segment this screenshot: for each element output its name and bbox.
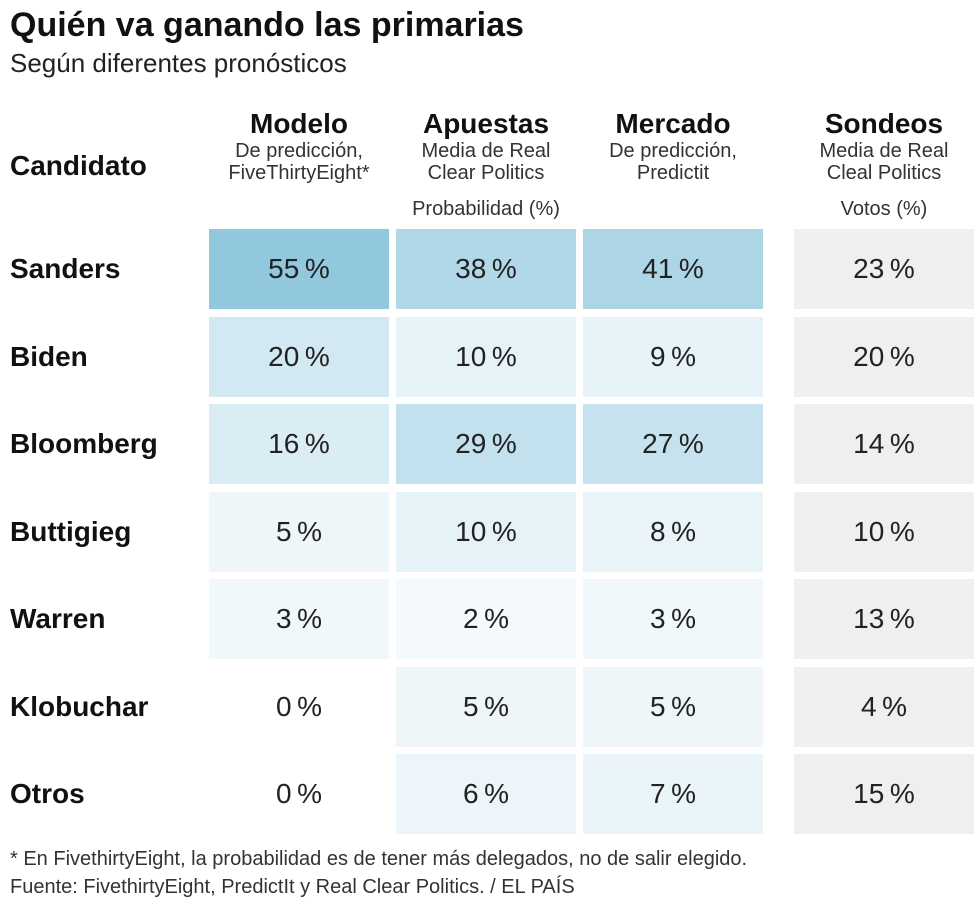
candidate-label-sanders: Sanders — [10, 253, 121, 284]
cell-modelo-klobuchar: 0 % — [209, 666, 389, 747]
cell-sondeos-otros: 15 % — [794, 754, 974, 834]
cell-mercado-otros: 7 % — [583, 754, 763, 834]
cell-sondeos-sanders: 23 % — [794, 229, 974, 309]
cell-apuestas-bloomberg: 29 % — [396, 404, 576, 484]
cell-modelo-sanders: 55 % — [209, 229, 389, 309]
cell-apuestas-buttigieg: 10 % — [396, 491, 576, 572]
source-note: Fuente: FivethirtyEight, PredictIt y Rea… — [10, 876, 575, 898]
column-title: Apuestas — [422, 108, 550, 139]
cell-modelo-biden: 20 % — [209, 316, 389, 397]
cell-sondeos-biden: 20 % — [794, 316, 974, 397]
column-header-mercado: Mercado De predicción, Predictit — [583, 108, 763, 184]
chart-subtitle: Según diferentes pronósticos — [10, 48, 347, 78]
column-subtitle-line1: Media de Real — [819, 140, 949, 162]
column-subtitle-line2: FiveThirtyEight* — [228, 162, 370, 184]
probability-unit-label: Probabilidad (%) — [412, 198, 560, 220]
column-title: Mercado — [615, 108, 731, 139]
cell-mercado-warren: 3 % — [583, 579, 763, 659]
cell-apuestas-otros: 6 % — [396, 754, 576, 834]
column-subtitle-line2: Predictit — [636, 162, 710, 184]
cell-apuestas-sanders: 38 % — [396, 229, 576, 309]
candidate-label-biden: Biden — [10, 340, 88, 372]
cell-mercado-klobuchar: 5 % — [583, 666, 763, 747]
cell-sondeos-warren: 13 % — [794, 579, 974, 659]
cell-sondeos-buttigieg: 10 % — [794, 491, 974, 572]
column-header-sondeos: Sondeos Media de Real Cleal Politics — [794, 108, 974, 184]
votes-unit-label: Votos (%) — [840, 198, 928, 220]
candidate-label-bloomberg: Bloomberg — [10, 428, 158, 459]
column-header-modelo: Modelo De predicción, FiveThirtyEight* — [209, 108, 389, 184]
column-subtitle-line1: De predicción, — [609, 140, 737, 162]
cell-modelo-buttigieg: 5 % — [209, 491, 389, 572]
cell-mercado-biden: 9 % — [583, 316, 763, 397]
cell-modelo-warren: 3 % — [209, 579, 389, 659]
candidate-label-otros: Otros — [10, 778, 85, 809]
cell-mercado-buttigieg: 8 % — [583, 491, 763, 572]
cell-apuestas-klobuchar: 5 % — [396, 666, 576, 747]
candidate-column-header: Candidato — [10, 150, 147, 181]
cell-sondeos-bloomberg: 14 % — [794, 404, 974, 484]
column-subtitle-line1: Media de Real — [421, 140, 551, 162]
cell-sondeos-klobuchar: 4 % — [794, 666, 974, 747]
column-header-apuestas: Apuestas Media de Real Clear Politics — [396, 108, 576, 184]
column-title: Sondeos — [824, 108, 944, 139]
cell-apuestas-biden: 10 % — [396, 316, 576, 397]
candidate-label-warren: Warren — [10, 603, 106, 634]
column-subtitle-line2: Cleal Politics — [826, 162, 942, 184]
column-subtitle-line2: Clear Politics — [427, 162, 545, 184]
cell-mercado-bloomberg: 27 % — [583, 404, 763, 484]
column-title: Modelo — [250, 108, 348, 139]
candidate-label-buttigieg: Buttigieg — [10, 515, 132, 547]
footnote: * En FivethirtyEight, la probabilidad es… — [10, 848, 748, 870]
cell-modelo-bloomberg: 16 % — [209, 404, 389, 484]
cell-mercado-sanders: 41 % — [583, 229, 763, 309]
cell-modelo-otros: 0 % — [209, 754, 389, 834]
cell-apuestas-warren: 2 % — [396, 579, 576, 659]
candidate-label-klobuchar: Klobuchar — [10, 690, 149, 722]
column-subtitle-line1: De predicción, — [235, 140, 363, 162]
chart-title: Quién va ganando las primarias — [10, 6, 524, 44]
